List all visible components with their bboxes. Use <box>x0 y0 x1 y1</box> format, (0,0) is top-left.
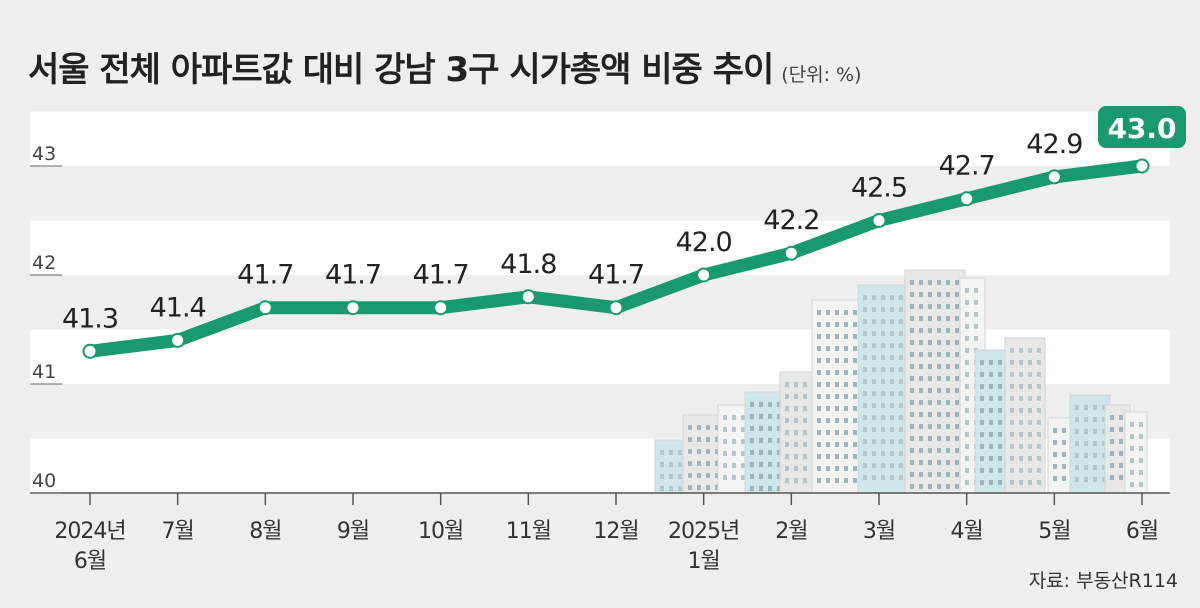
y-tick-label: 43 <box>32 143 56 165</box>
x-tick-label: 11월 <box>506 519 551 544</box>
y-tick-label: 41 <box>32 361 56 383</box>
chart-title: 서울 전체 아파트값 대비 강남 3구 시가총액 비중 추이 (단위: %) <box>28 42 862 91</box>
source-note: 자료: 부동산R114 <box>1028 570 1178 592</box>
x-tick-label: 6월 <box>1126 519 1158 544</box>
data-label: 42.2 <box>763 205 819 236</box>
data-label: 41.7 <box>237 260 293 291</box>
x-tick-label: 7월 <box>162 519 194 544</box>
x-tick-label: 10월 <box>418 519 463 544</box>
data-label: 41.8 <box>500 249 556 280</box>
data-point <box>608 300 624 316</box>
data-point <box>82 343 98 359</box>
data-point <box>871 213 887 228</box>
x-tick-label: 8월 <box>249 519 281 544</box>
unit-label: (단위: %) <box>781 64 862 86</box>
x-tick-label: 3월 <box>863 519 895 544</box>
highlight-box <box>1098 106 1186 148</box>
x-tick-label: 5월 <box>1038 519 1070 544</box>
x-tick-label: 2월 <box>775 519 807 544</box>
data-point <box>433 300 449 316</box>
data-point <box>783 245 799 261</box>
data-point <box>345 300 361 316</box>
data-point <box>520 289 536 305</box>
data-label-highlight: 43.0 <box>1107 112 1176 145</box>
data-point <box>170 332 186 348</box>
data-point <box>696 267 712 283</box>
x-tick-label: 12월 <box>593 519 638 544</box>
data-label: 42.5 <box>851 173 907 204</box>
data-label: 41.7 <box>325 260 381 291</box>
x-tick-label: 4월 <box>951 519 983 544</box>
x-tick-label: 2025년 1월 <box>668 519 739 574</box>
x-tick-label: 2024년 6월 <box>54 519 125 574</box>
data-label: 42.9 <box>1026 129 1082 160</box>
grid-band <box>30 111 1170 166</box>
apartment-illustration <box>654 269 1148 494</box>
data-point <box>257 300 273 316</box>
y-tick-label: 42 <box>32 252 56 274</box>
data-point <box>1134 158 1150 174</box>
grid-band <box>30 220 1170 275</box>
data-point <box>1046 169 1062 185</box>
x-tick-label: 9월 <box>337 519 369 544</box>
title-text: 서울 전체 아파트값 대비 강남 3구 시가총액 비중 추이 <box>28 50 774 90</box>
data-label: 41.7 <box>588 260 644 291</box>
data-label: 42.0 <box>676 227 732 258</box>
data-label: 41.4 <box>150 292 206 323</box>
data-label: 41.7 <box>413 260 469 291</box>
data-point <box>959 191 975 207</box>
y-tick-label: 40 <box>32 470 56 492</box>
data-label: 41.3 <box>62 303 118 334</box>
data-label: 42.7 <box>939 151 995 182</box>
